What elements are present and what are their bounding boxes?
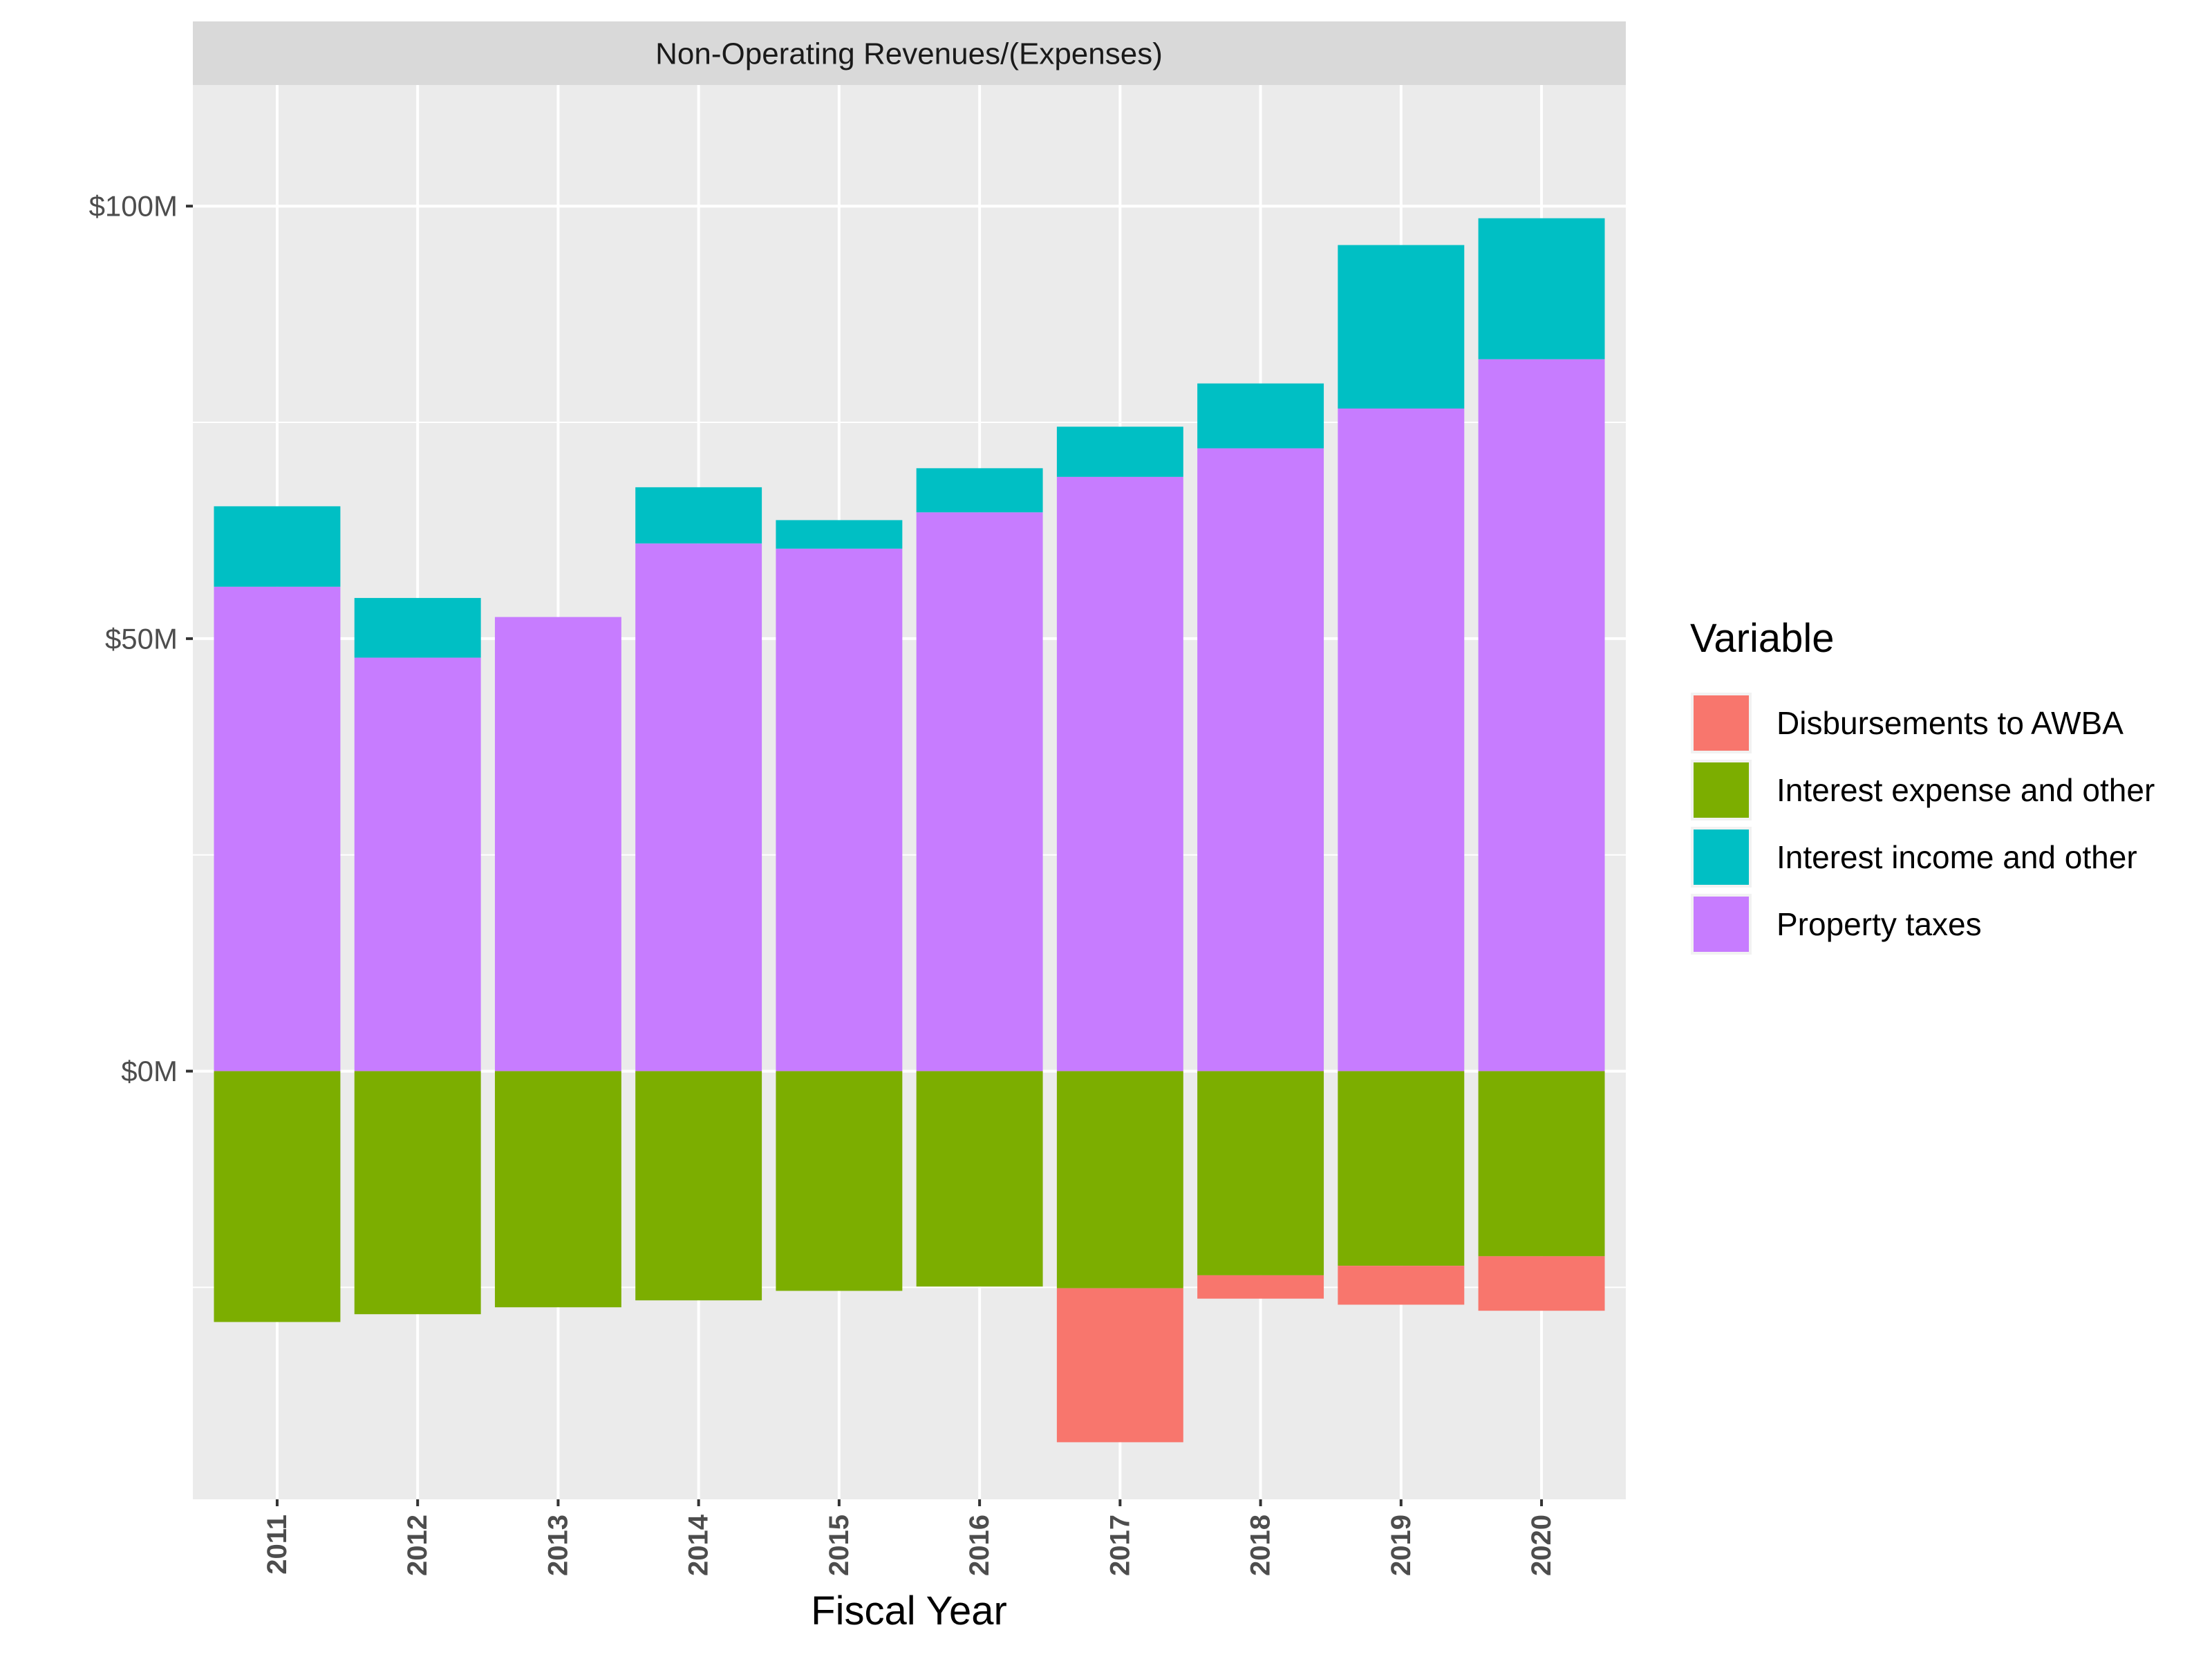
bar-property-taxes-2012 bbox=[354, 657, 481, 1071]
bar-interest-income-and-other-2020 bbox=[1478, 218, 1605, 359]
bar-interest-expense-and-other-2013 bbox=[494, 1071, 621, 1308]
legend-label: Disbursements to AWBA bbox=[1777, 705, 2124, 741]
bar-interest-expense-and-other-2016 bbox=[916, 1071, 1043, 1287]
bar-property-taxes-2015 bbox=[776, 548, 903, 1071]
bar-interest-expense-and-other-2011 bbox=[214, 1071, 341, 1322]
bar-interest-expense-and-other-2017 bbox=[1056, 1071, 1183, 1288]
bar-interest-income-and-other-2016 bbox=[916, 468, 1043, 513]
bar-property-taxes-2018 bbox=[1197, 448, 1324, 1071]
bar-property-taxes-2013 bbox=[494, 617, 621, 1071]
bar-interest-income-and-other-2017 bbox=[1056, 427, 1183, 477]
y-axis: $100M $50M $0M bbox=[89, 190, 193, 1087]
y-tick-label: $0M bbox=[121, 1055, 178, 1087]
bar-interest-income-and-other-2018 bbox=[1197, 383, 1324, 449]
facet-strip bbox=[193, 21, 1626, 85]
x-axis-title: Fiscal Year bbox=[811, 1588, 1007, 1633]
bar-interest-expense-and-other-2015 bbox=[776, 1071, 903, 1291]
x-tick-label: 2011 bbox=[262, 1515, 292, 1575]
bar-interest-expense-and-other-2020 bbox=[1478, 1071, 1605, 1257]
bar-disbursements-to-awba-2020 bbox=[1478, 1256, 1605, 1311]
bar-property-taxes-2014 bbox=[635, 543, 762, 1071]
x-tick-label: 2013 bbox=[543, 1515, 573, 1576]
bar-property-taxes-2020 bbox=[1478, 359, 1605, 1071]
bar-disbursements-to-awba-2018 bbox=[1197, 1275, 1324, 1299]
legend-swatch-property-taxes bbox=[1694, 897, 1749, 952]
legend-label: Interest expense and other bbox=[1777, 772, 2155, 808]
bar-property-taxes-2019 bbox=[1338, 409, 1465, 1071]
legend: Variable Disbursements to AWBA Interest e… bbox=[1690, 616, 2155, 955]
bar-property-taxes-2011 bbox=[214, 586, 341, 1071]
bar-disbursements-to-awba-2019 bbox=[1338, 1266, 1465, 1305]
bar-property-taxes-2017 bbox=[1056, 476, 1183, 1071]
bar-interest-income-and-other-2015 bbox=[776, 520, 903, 549]
legend-swatch-interest-income-and-other bbox=[1694, 830, 1749, 885]
legend-items: Disbursements to AWBA Interest expense an… bbox=[1691, 693, 2155, 955]
x-axis: 2011 2012 2013 2014 2015 2016 2017 2018 2019 2020 bbox=[262, 1499, 1557, 1576]
x-tick-label: 2015 bbox=[824, 1515, 854, 1576]
bar-interest-expense-and-other-2019 bbox=[1338, 1071, 1465, 1266]
bar-interest-income-and-other-2012 bbox=[354, 598, 481, 658]
x-tick-label: 2020 bbox=[1526, 1515, 1557, 1576]
bar-interest-income-and-other-2019 bbox=[1338, 245, 1465, 409]
legend-label: Interest income and other bbox=[1777, 839, 2137, 875]
bar-interest-income-and-other-2014 bbox=[635, 487, 762, 544]
bar-interest-income-and-other-2011 bbox=[214, 506, 341, 587]
x-tick-label: 2016 bbox=[964, 1515, 995, 1576]
x-tick-label: 2014 bbox=[684, 1514, 714, 1576]
legend-swatch-disbursements-to-awba bbox=[1694, 695, 1749, 751]
y-tick-label: $100M bbox=[89, 190, 178, 223]
bar-property-taxes-2016 bbox=[916, 512, 1043, 1071]
legend-label: Property taxes bbox=[1777, 906, 1982, 942]
legend-title: Variable bbox=[1690, 616, 1835, 661]
x-tick-label: 2012 bbox=[402, 1515, 433, 1576]
bar-disbursements-to-awba-2017 bbox=[1056, 1288, 1183, 1443]
bar-interest-expense-and-other-2012 bbox=[354, 1071, 481, 1315]
bar-interest-expense-and-other-2014 bbox=[635, 1071, 762, 1301]
bar-interest-expense-and-other-2018 bbox=[1197, 1071, 1324, 1275]
legend-swatch-interest-expense-and-other bbox=[1694, 762, 1749, 818]
x-tick-label: 2019 bbox=[1386, 1515, 1416, 1576]
bars bbox=[214, 218, 1605, 1443]
x-tick-label: 2018 bbox=[1246, 1515, 1276, 1576]
x-tick-label: 2017 bbox=[1105, 1515, 1135, 1576]
facet-title: Non-Operating Revenues/(Expenses) bbox=[655, 37, 1163, 71]
y-tick-label: $50M bbox=[105, 622, 178, 655]
